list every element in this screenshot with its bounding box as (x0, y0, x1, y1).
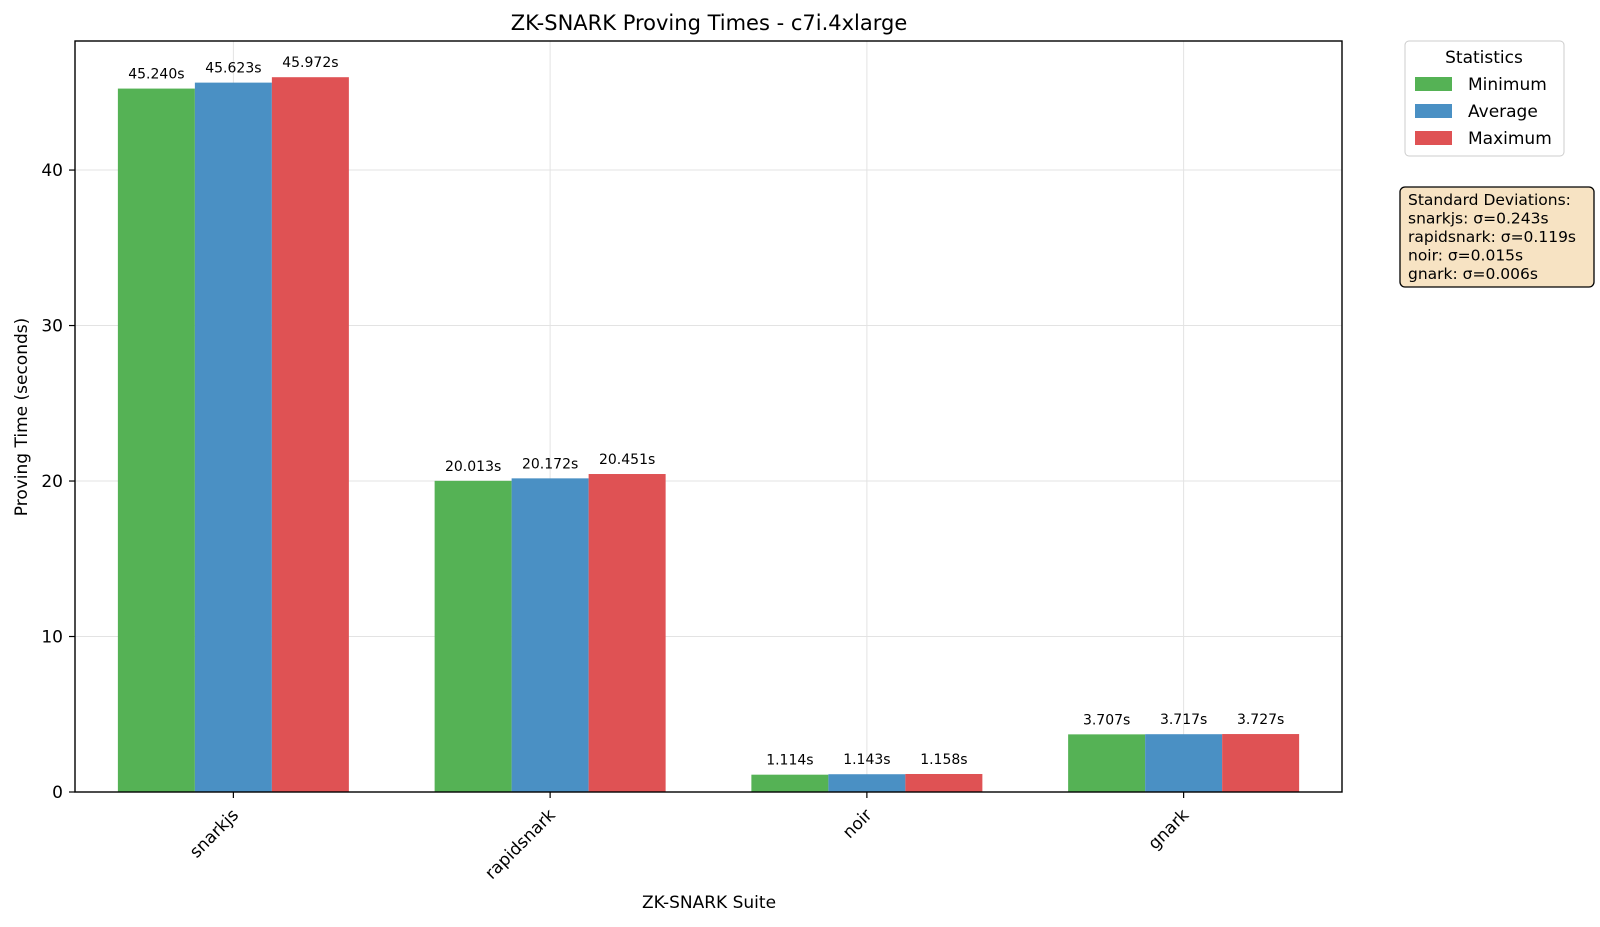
legend-box (1404, 40, 1565, 157)
data-label: 1.143s (843, 752, 890, 768)
annotation-line: Standard Deviations: (1408, 191, 1571, 209)
y-tick-label: 0 (52, 783, 63, 803)
data-label: 45.240s (128, 67, 184, 83)
data-label: 20.172s (522, 456, 578, 472)
bar-minimum-snarkjs (117, 88, 195, 793)
x-axis: snarkjs rapidsnark noir gnark (186, 792, 1193, 884)
data-label: 45.972s (282, 55, 338, 71)
x-axis-title: ZK-SNARK Suite (642, 893, 776, 913)
chart-title: ZK-SNARK Proving Times - c7i.4xlarge (511, 11, 908, 35)
bar-average-noir (828, 774, 906, 792)
x-tick-label: gnark (1144, 805, 1193, 854)
annotation-box (1399, 186, 1595, 288)
plot-frame (74, 40, 1343, 793)
bar-average-gnark (1145, 734, 1223, 792)
x-tick-label: rapidsnark (481, 805, 559, 883)
data-label: 20.451s (599, 452, 655, 468)
data-label: 3.727s (1237, 712, 1284, 728)
data-label: 20.013s (445, 459, 501, 475)
legend-swatch-average (1415, 104, 1452, 118)
bar-maximum-gnark (1222, 734, 1300, 792)
bar-minimum-gnark (1068, 734, 1146, 792)
bar-average-rapidsnark (511, 478, 589, 792)
bar-minimum-rapidsnark (434, 480, 512, 792)
annotation-line: snarkjs: σ=0.243s (1408, 210, 1549, 228)
y-tick-label: 10 (41, 628, 63, 648)
legend-swatch-maximum (1415, 131, 1452, 145)
data-label: 1.114s (766, 753, 813, 769)
legend-label-average: Average (1468, 102, 1538, 122)
data-label: 1.158s (920, 752, 967, 768)
bar-maximum-noir (905, 773, 983, 792)
x-tick-label: noir (839, 805, 876, 842)
bar-minimum-noir (751, 774, 829, 792)
legend-swatch-minimum (1415, 77, 1452, 91)
y-axis: 0 10 20 30 40 (41, 161, 75, 803)
legend-items: Minimum Average Maximum (1415, 75, 1552, 149)
annotation-line: noir: σ=0.015s (1408, 247, 1523, 265)
y-tick-label: 20 (41, 472, 63, 492)
data-label: 3.707s (1083, 712, 1130, 728)
legend-title: Statistics (1445, 48, 1523, 68)
annotation-line: rapidsnark: σ=0.119s (1408, 228, 1576, 246)
data-labels: 45.240s 20.013s 1.114s 3.707s 45.623s 20.172s… (128, 55, 1284, 768)
y-axis-title: Proving Time (seconds) (12, 318, 32, 516)
y-tick-label: 30 (41, 317, 63, 337)
bar-average-snarkjs (194, 82, 272, 792)
data-label: 3.717s (1160, 712, 1207, 728)
bar-maximum-snarkjs (271, 77, 349, 792)
std-dev-annotation: Standard Deviations:snarkjs: σ=0.243srap… (1399, 186, 1595, 288)
data-label: 45.623s (205, 61, 261, 77)
x-tick-label: snarkjs (186, 805, 243, 862)
bar-maximum-rapidsnark (588, 474, 666, 792)
legend-label-maximum: Maximum (1468, 129, 1552, 149)
bars (117, 77, 1300, 793)
y-tick-label: 40 (41, 161, 63, 181)
annotation-line: gnark: σ=0.006s (1408, 265, 1538, 283)
legend: Statistics Minimum Average Maximum (1404, 40, 1565, 157)
legend-label-minimum: Minimum (1468, 75, 1547, 95)
annotation-lines: Standard Deviations:snarkjs: σ=0.243srap… (1408, 191, 1576, 283)
